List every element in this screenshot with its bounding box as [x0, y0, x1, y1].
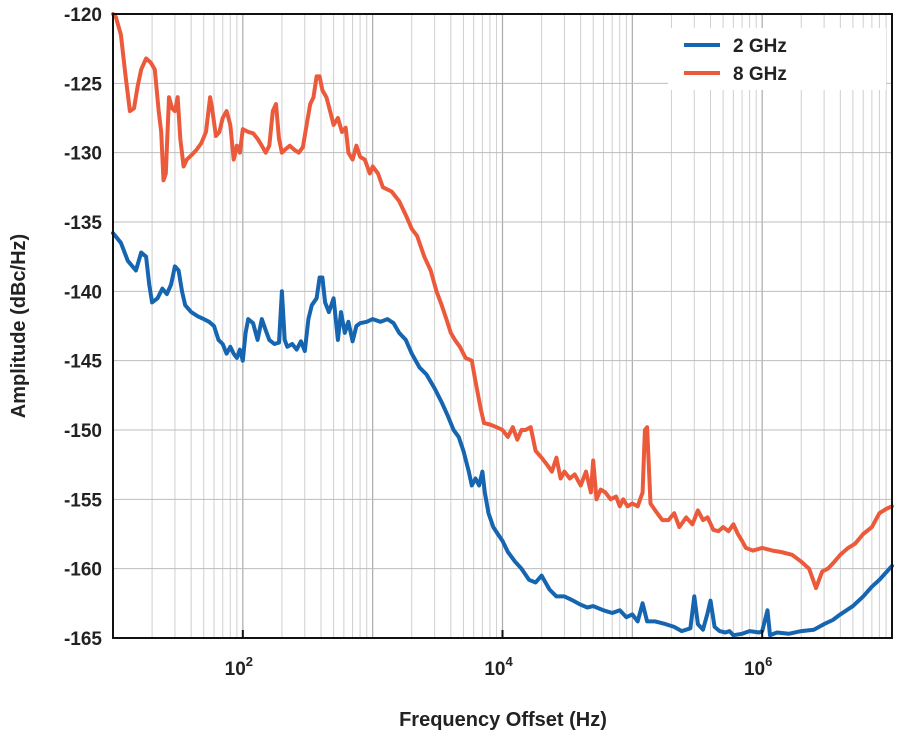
x-tick-label: 102 [225, 654, 253, 680]
legend-label-2ghz: 2 GHz [733, 36, 787, 57]
y-tick-label: -160 [64, 560, 102, 581]
y-tick-label: -155 [64, 490, 102, 511]
series-line-2ghz [111, 231, 894, 638]
x-tick-label: 104 [484, 654, 513, 680]
series-line-8ghz [111, 12, 894, 591]
legend: 2 GHz 8 GHz [668, 28, 886, 90]
y-tick-label: -140 [64, 282, 102, 303]
legend-label-8ghz: 8 GHz [733, 64, 787, 85]
y-axis-title: Amplitude (dBc/Hz) [8, 234, 30, 418]
x-axis-title: Frequency Offset (Hz) [399, 709, 607, 731]
x-tick-label: 106 [744, 654, 772, 680]
y-tick-label: -150 [64, 421, 102, 442]
y-tick-label: -145 [64, 352, 102, 373]
series-layer [111, 12, 894, 638]
legend-background [668, 28, 886, 90]
y-tick-label: -120 [64, 5, 102, 26]
y-tick-label: -130 [64, 144, 102, 165]
y-tick-label: -135 [64, 213, 102, 234]
y-tick-label: -165 [64, 629, 102, 650]
grid [112, 13, 892, 639]
y-axis-ticks: -120 -125 -130 -135 -140 -145 -150 -155 -160 -165 [64, 5, 102, 650]
x-axis-ticks: 102 104 106 [225, 630, 772, 680]
y-tick-label: -125 [64, 74, 102, 95]
